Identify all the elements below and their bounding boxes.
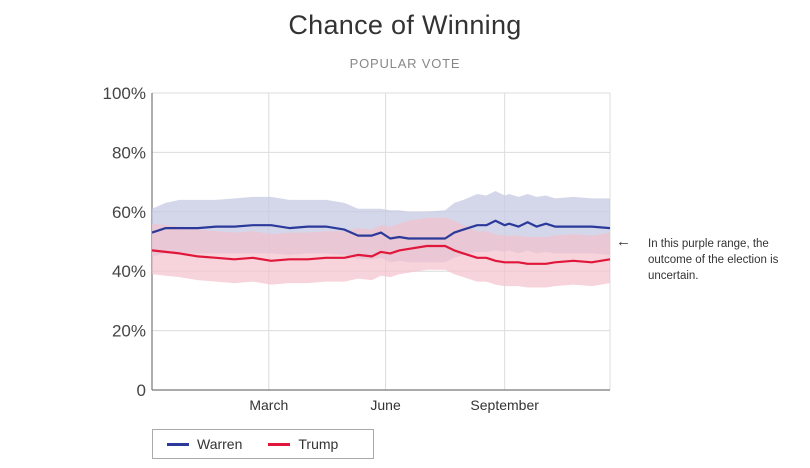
legend-label-warren: Warren bbox=[197, 436, 243, 452]
y-tick-label: 80% bbox=[112, 143, 146, 162]
y-tick-label: 40% bbox=[112, 262, 146, 281]
x-tick-label: March bbox=[249, 397, 288, 413]
y-tick-label: 60% bbox=[112, 203, 146, 222]
legend: Warren Trump bbox=[152, 429, 374, 459]
annotation-text: In this purple range, the outcome of the… bbox=[648, 238, 779, 282]
y-tick-label: 100% bbox=[103, 84, 146, 103]
y-tick-label: 20% bbox=[112, 322, 146, 341]
annotation-arrow-icon: ← bbox=[616, 233, 631, 250]
legend-swatch-warren bbox=[167, 442, 189, 446]
y-tick-label: 0 bbox=[137, 381, 146, 400]
legend-label-trump: Trump bbox=[298, 436, 339, 452]
legend-item-trump: Trump bbox=[268, 436, 338, 452]
legend-item-warren: Warren bbox=[167, 436, 242, 452]
line-warren bbox=[151, 219, 611, 240]
chart-title: Chance of Winning bbox=[288, 10, 522, 40]
x-tick-label: September bbox=[470, 397, 539, 413]
line-trump bbox=[151, 244, 611, 265]
x-tick-label: June bbox=[370, 397, 401, 413]
legend-swatch-trump bbox=[268, 442, 291, 446]
chart-subtitle: POPULAR VOTE bbox=[349, 56, 461, 71]
